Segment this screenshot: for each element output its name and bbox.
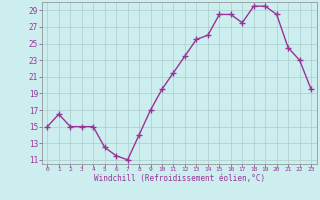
X-axis label: Windchill (Refroidissement éolien,°C): Windchill (Refroidissement éolien,°C) <box>94 174 265 183</box>
